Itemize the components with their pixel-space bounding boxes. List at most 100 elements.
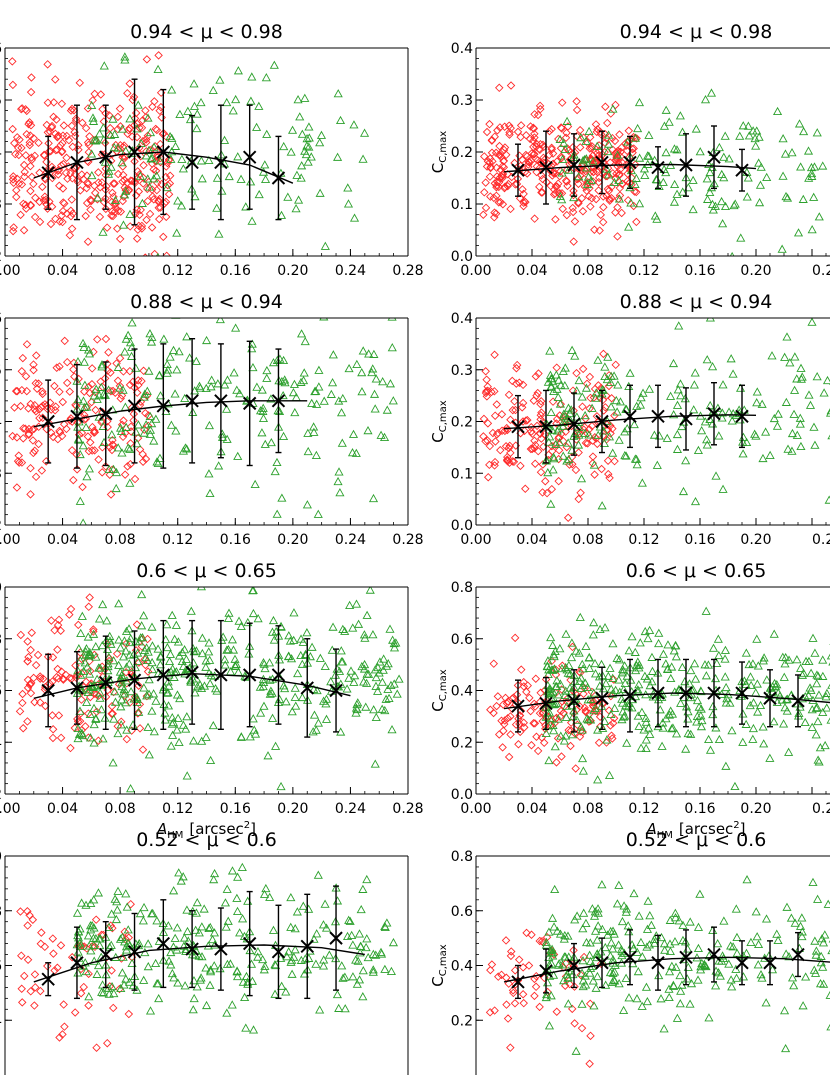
bin-mean-marker (99, 150, 113, 164)
red-diamond-point (506, 1043, 515, 1052)
green-triangle-point (578, 766, 588, 775)
green-triangle-point (133, 648, 143, 657)
red-diamond-point (568, 207, 578, 217)
x-tick-label: 0.16 (220, 801, 251, 817)
red-diamond-point (611, 360, 620, 370)
green-triangle-point (143, 722, 153, 731)
green-triangle-point (107, 981, 117, 991)
green-triangle-point (362, 934, 372, 943)
green-triangle-point (189, 993, 199, 1003)
red-diamond-point (536, 688, 545, 698)
red-diamond-point (571, 764, 580, 773)
red-diamond-point (548, 446, 557, 456)
green-triangle-point (549, 664, 560, 673)
red-diamond-point (515, 194, 525, 203)
green-triangle-point (669, 646, 679, 655)
green-triangle-point (259, 889, 270, 898)
green-triangle-point (304, 133, 314, 142)
red-diamond-point (59, 1000, 68, 1009)
green-triangle-point (207, 934, 218, 944)
green-triangle-point (614, 655, 625, 664)
green-triangle-point (327, 645, 337, 654)
green-triangle-point (580, 428, 590, 437)
green-triangle-point (111, 483, 121, 493)
green-triangle-point (809, 192, 819, 201)
red-diamond-point (536, 158, 545, 168)
green-triangle-point (545, 432, 555, 441)
green-triangle-point (222, 1008, 232, 1017)
green-triangle-point (543, 467, 553, 477)
red-diamond-point (521, 150, 531, 160)
green-triangle-point (332, 989, 342, 999)
red-diamond-point (615, 130, 624, 139)
green-triangle-point (191, 908, 201, 917)
green-triangle-point (113, 143, 123, 152)
green-triangle-point (338, 657, 348, 666)
red-diamond-point (560, 981, 570, 990)
bin-mean-marker (41, 166, 55, 180)
green-triangle-point (577, 392, 587, 401)
bin-mean-marker (791, 947, 805, 962)
green-triangle-point (107, 430, 117, 439)
red-diamond-point (515, 378, 524, 387)
green-triangle-point (283, 651, 293, 661)
red-diamond-point (111, 199, 120, 209)
green-triangle-point (361, 942, 371, 952)
red-diamond-point (532, 421, 542, 431)
green-triangle-point (342, 684, 352, 693)
green-triangle-point (171, 426, 181, 435)
red-diamond-point (48, 432, 58, 442)
green-triangle-point (297, 161, 307, 170)
green-triangle-point (250, 479, 260, 488)
green-triangle-point (172, 690, 183, 699)
red-diamond-point (516, 461, 525, 471)
green-triangle-point (125, 650, 135, 659)
red-diamond-point (66, 604, 76, 614)
green-triangle-point (147, 153, 157, 162)
green-triangle-point (572, 911, 582, 920)
red-diamond-point (65, 231, 75, 240)
green-triangle-point (307, 398, 317, 407)
green-triangle-point (346, 666, 356, 675)
green-triangle-point (673, 385, 683, 394)
panel-title: 0.94 < μ < 0.98 (130, 21, 283, 43)
green-triangle-point (289, 952, 299, 961)
red-diamond-point (514, 955, 524, 964)
red-diamond-point (32, 384, 42, 393)
green-triangle-point (606, 709, 616, 719)
bin-mean-marker (271, 945, 286, 959)
green-triangle-point (731, 964, 741, 973)
red-diamond-point (522, 928, 531, 938)
red-diamond-point (60, 1022, 69, 1031)
green-triangle-point (97, 360, 107, 369)
red-diamond-point (506, 123, 515, 133)
green-triangle-point (738, 972, 749, 981)
red-diamond-point (505, 458, 514, 467)
x-tick-label: 0.08 (572, 801, 603, 817)
red-diamond-point (149, 195, 158, 204)
green-triangle-point (351, 708, 361, 717)
green-triangle-point (624, 381, 634, 390)
red-diamond-point (552, 419, 561, 428)
red-diamond-point (137, 123, 147, 133)
green-triangle-point (646, 920, 656, 929)
red-diamond-point (515, 151, 524, 161)
red-diamond-point (130, 474, 140, 484)
red-diamond-point (541, 724, 550, 733)
green-triangle-point (152, 171, 162, 180)
green-triangle-point (227, 1000, 237, 1009)
green-triangle-point (554, 375, 564, 384)
red-diamond-point (107, 207, 117, 216)
red-diamond-point (106, 368, 115, 377)
red-diamond-point (530, 459, 540, 468)
red-diamond-point (617, 208, 626, 218)
green-triangle-point (122, 902, 132, 911)
green-triangle-point (268, 357, 279, 367)
green-triangle-point (147, 664, 158, 674)
green-triangle-point (241, 971, 252, 981)
green-triangle-point (672, 429, 682, 439)
green-triangle-point (727, 725, 737, 735)
panel-title: 0.6 < μ < 0.65 (626, 560, 767, 582)
green-triangle-point (764, 951, 774, 960)
green-triangle-point (672, 400, 683, 409)
